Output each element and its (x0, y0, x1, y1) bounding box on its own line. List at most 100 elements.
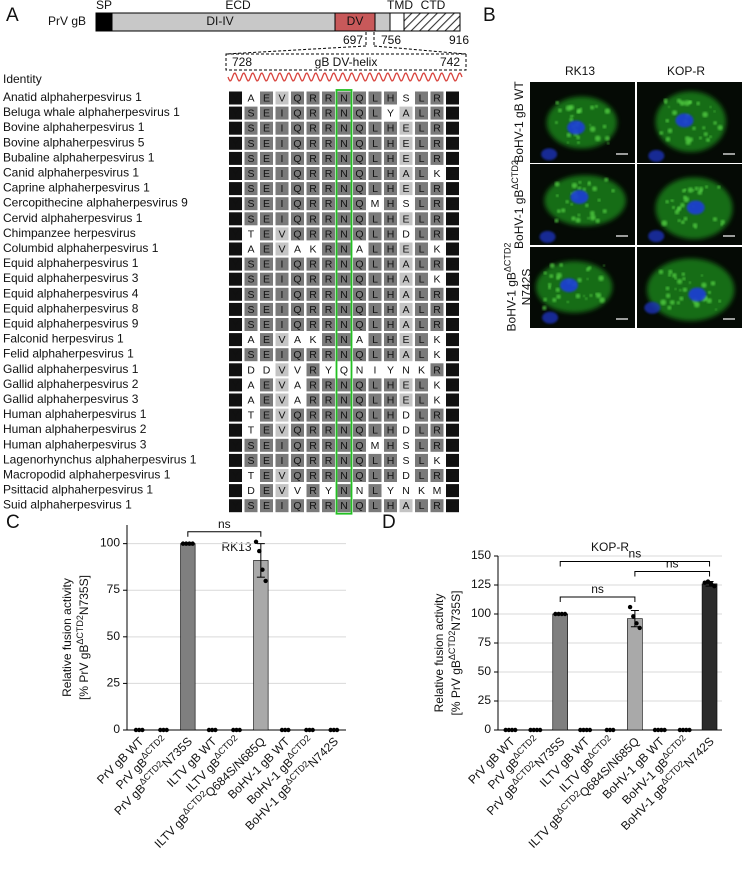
residue-shade (291, 333, 304, 347)
residue: N (340, 455, 348, 467)
residue-shade (291, 363, 304, 377)
residue: N (340, 258, 348, 270)
residue: A (247, 379, 254, 391)
residue: I (281, 319, 284, 331)
residue: Y (232, 304, 239, 316)
cell-speckle (710, 281, 716, 286)
residue: R (309, 107, 317, 119)
cell-speckle (555, 194, 559, 198)
residue: Y (232, 273, 239, 285)
residue-shade (430, 484, 444, 498)
residue-shade (322, 333, 335, 347)
residue: I (281, 183, 284, 195)
residue-shade (399, 227, 413, 241)
residue: E (402, 213, 409, 225)
residue-shade (306, 408, 320, 422)
replicate-point (133, 727, 139, 733)
cell-speckle (694, 186, 699, 191)
residue-shade (368, 272, 382, 286)
residue: L (419, 183, 425, 195)
cell-speckle (677, 219, 681, 223)
cell-speckle (696, 101, 700, 106)
residue: R (309, 168, 317, 180)
cell-speckle (585, 297, 588, 300)
residue: A (402, 168, 409, 180)
y-tick-label: 0 (484, 722, 491, 736)
residue-shade (384, 257, 397, 271)
residue: F (449, 470, 455, 482)
residue: N (340, 122, 348, 134)
cell-speckle (681, 272, 686, 276)
replicate-point (677, 727, 683, 733)
residue: A (247, 243, 254, 255)
residue: E (402, 153, 409, 165)
residue: N (340, 319, 348, 331)
cell-signal (646, 258, 735, 321)
residue: L (372, 92, 378, 104)
residue-shade (430, 91, 444, 105)
residue-shade (244, 438, 258, 452)
residue: D (402, 424, 410, 436)
residue: Q (293, 455, 301, 467)
residue-shade (337, 197, 351, 211)
residue-shade (430, 136, 444, 150)
residue: R (433, 409, 441, 421)
residue: Q (355, 273, 363, 285)
residue-shade (446, 197, 459, 211)
residue: Y (387, 364, 394, 376)
cell-speckle (595, 292, 598, 295)
residue-shade (446, 393, 459, 407)
cell-speckle (577, 141, 580, 145)
residue-shade (368, 121, 382, 135)
residue: S (247, 349, 254, 361)
residue: Q (355, 183, 363, 195)
residue-shade (229, 469, 242, 482)
residue-shade (384, 272, 397, 286)
y-tick-label: 75 (478, 635, 492, 649)
residue: Y (232, 394, 239, 406)
residue-shade (244, 272, 258, 286)
species-name: Cercopithecine alphaherpesvirus 9 (3, 196, 188, 210)
species-name: Human alphaherpesvirus 3 (3, 437, 147, 451)
residue: Q (355, 198, 363, 210)
replicate-point (559, 611, 565, 617)
residue-shade (430, 242, 444, 256)
residue-shade (306, 423, 320, 437)
nucleus (675, 113, 694, 128)
cell-speckle (674, 209, 680, 215)
residue-shade (368, 318, 382, 331)
replicate-point (304, 727, 309, 733)
residue-shade (260, 438, 273, 452)
residue: L (372, 500, 378, 512)
residue-shade (291, 167, 304, 180)
cell-speckle (595, 218, 600, 224)
residue-shade (306, 106, 320, 120)
y-tick-label: 100 (471, 606, 491, 620)
residue: R (309, 485, 317, 497)
residue: R (433, 440, 441, 452)
bar-chart: C RK13 Relative fusion activity [% PrV gBΔC… (6, 512, 346, 851)
residue-shade (353, 484, 366, 498)
residue-shade (384, 227, 397, 241)
residue-shade (275, 182, 289, 196)
residue-shade (337, 363, 351, 377)
cell-speckle (668, 269, 673, 275)
residue-shade (275, 408, 289, 422)
nucleus (688, 287, 707, 302)
residue-shade (275, 318, 289, 331)
residue: R (309, 379, 317, 391)
residue: L (372, 153, 378, 165)
panel-letter: A (6, 5, 19, 26)
residue: S (247, 273, 254, 285)
cell-speckle (566, 132, 572, 138)
species-name: Canid alphaherpesvirus 1 (3, 166, 139, 180)
residue-shade (229, 182, 242, 196)
residue-shade (337, 272, 351, 286)
residue-shade (322, 348, 335, 362)
residue: Q (293, 138, 301, 150)
residue: R (325, 198, 333, 210)
residue-shade (291, 151, 304, 165)
residue: L (419, 198, 425, 210)
domain-label: TMD (387, 0, 413, 12)
residue: F (449, 243, 455, 255)
